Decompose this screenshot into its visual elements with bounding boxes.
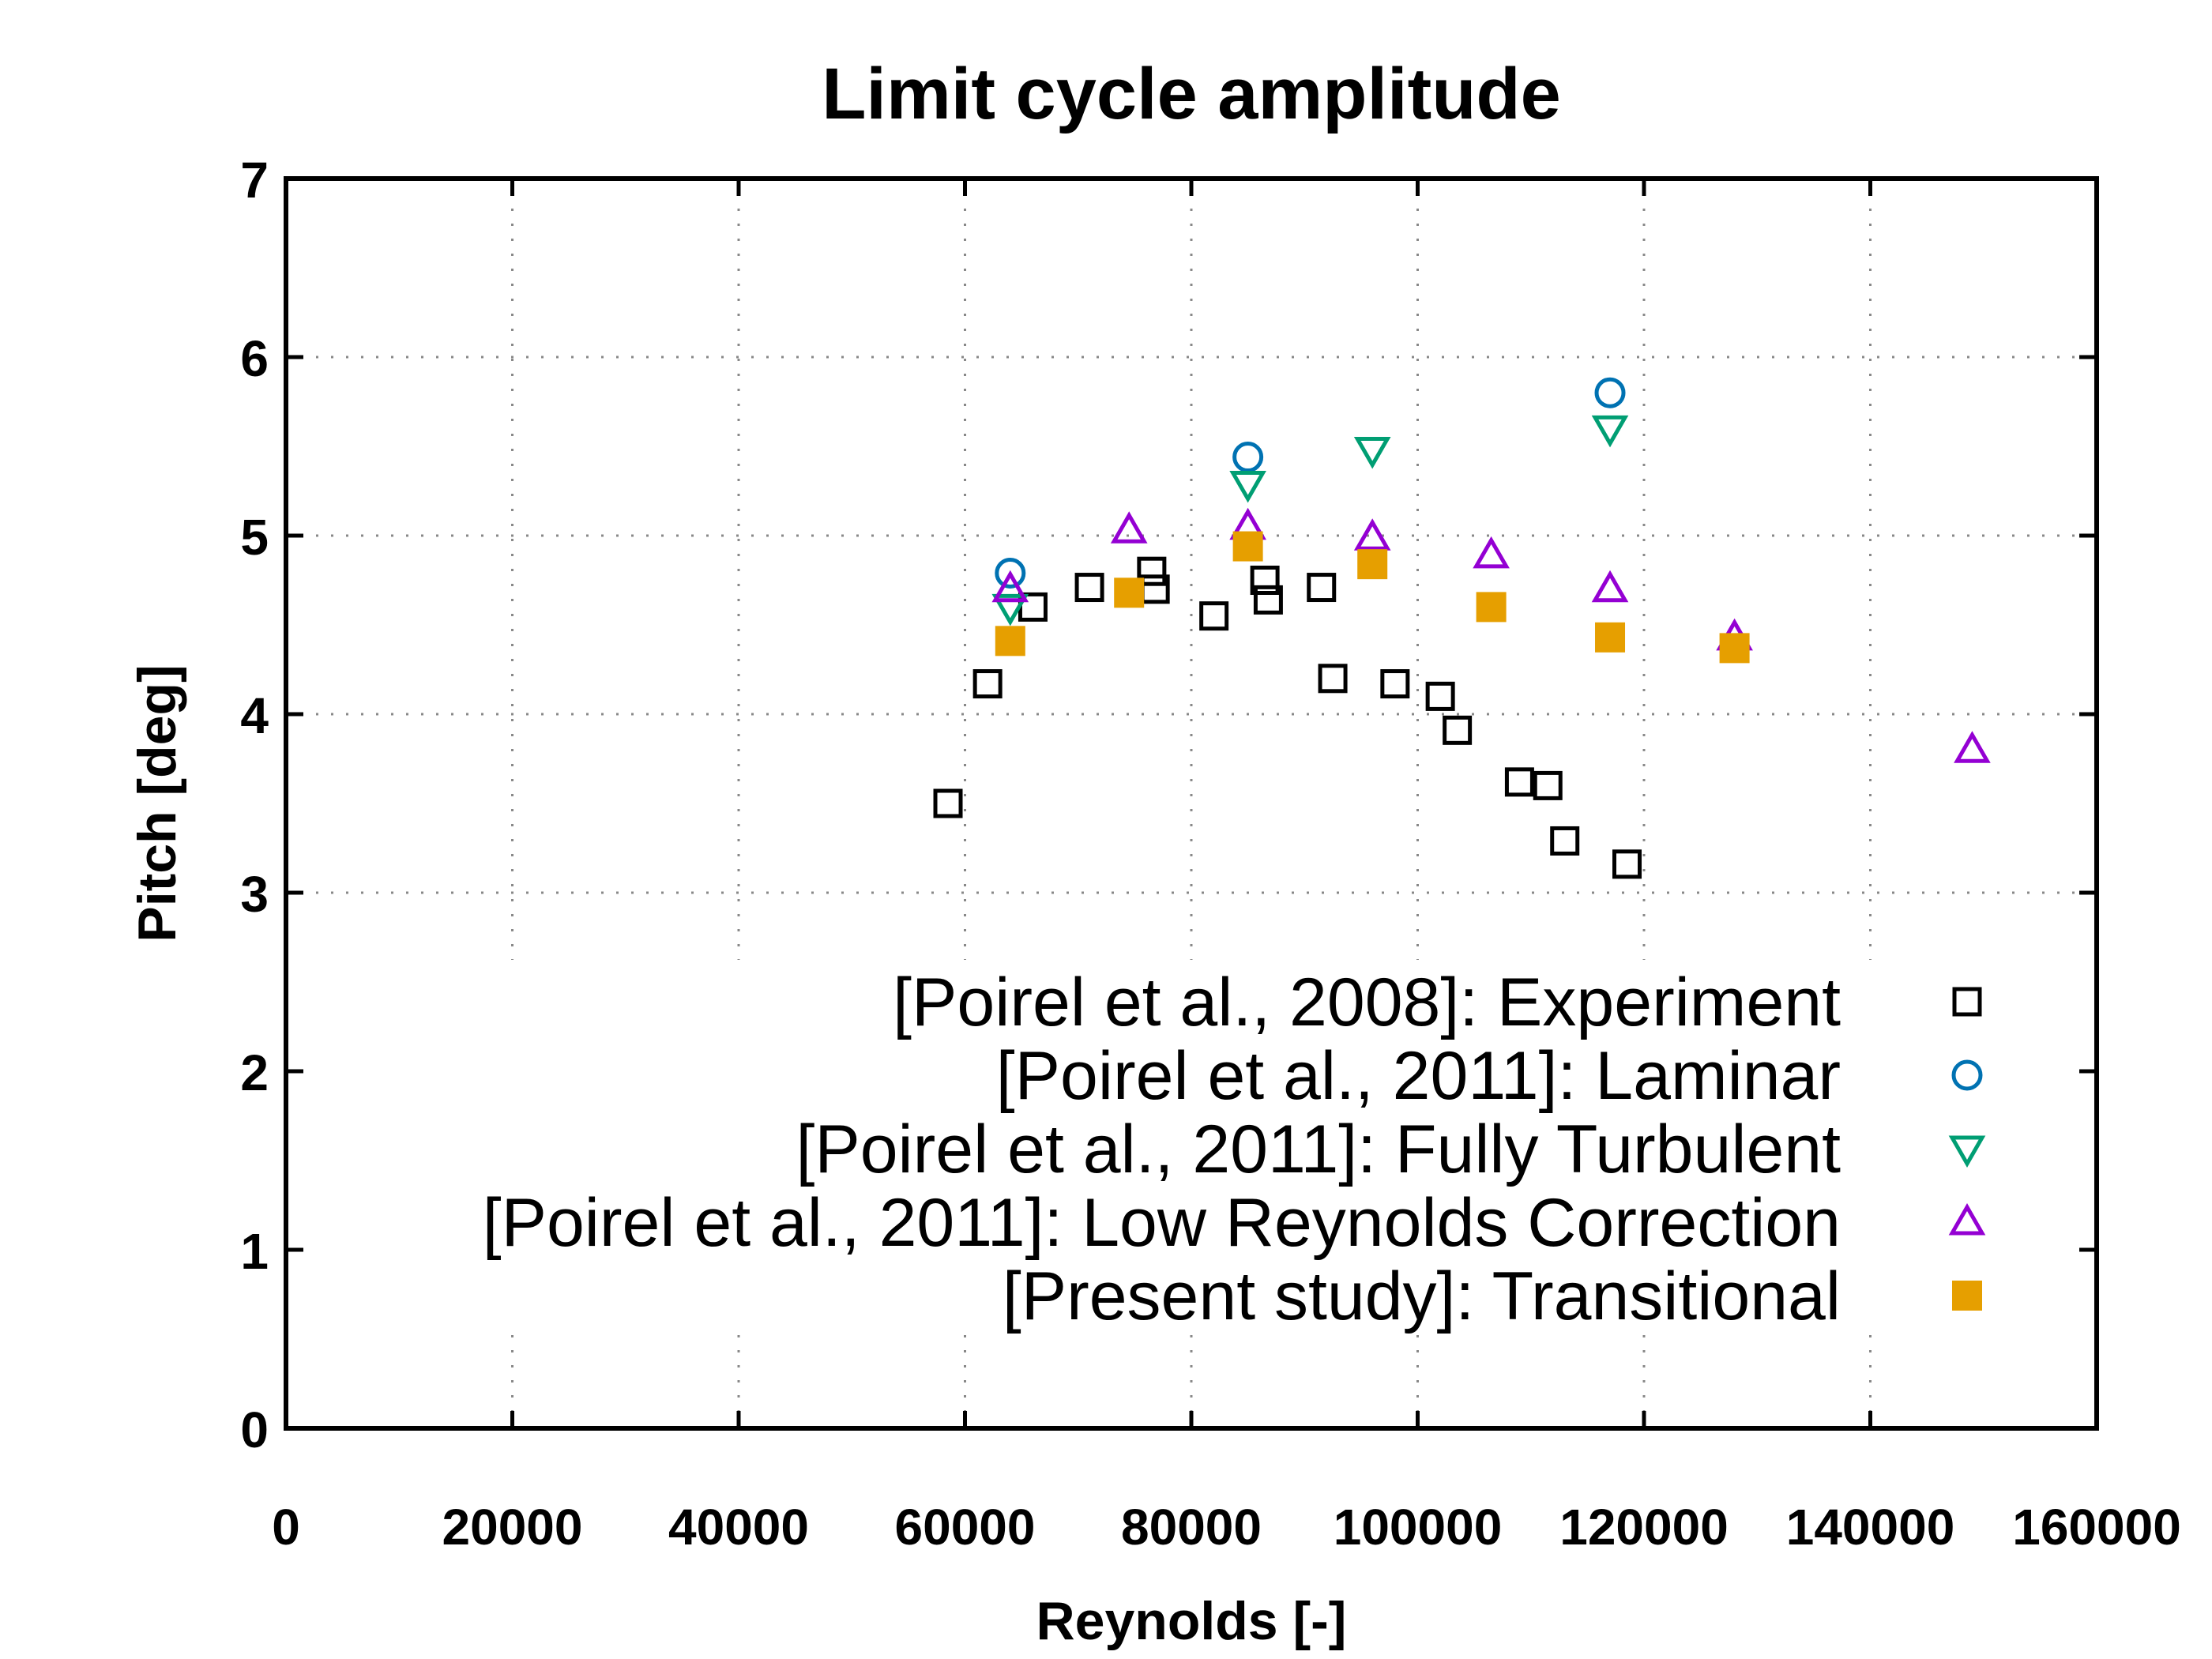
data-point [1504,767,1534,797]
plot-frame [284,176,2099,1431]
data-point [1591,570,1629,603]
series-3 [991,415,1629,626]
y-tick-labels: 0 1 2 3 4 5 6 7 [240,152,269,1458]
x-tick-label: 80000 [1121,1499,1262,1556]
data-point [933,788,963,818]
data-point [995,626,1025,656]
data-point [1719,633,1750,664]
data-point [1137,556,1167,586]
x-tick-label: 120000 [1559,1499,1729,1556]
data-point [1550,826,1580,856]
x-axis-label: Reynolds [-] [1036,1591,1347,1651]
data-point [995,557,1026,589]
grid [286,179,2097,1428]
legend-marker [1948,1135,1986,1168]
x-tick-label: 160000 [2012,1499,2181,1556]
legend-label: [Poirel et al., 2011]: Laminar [996,1038,1841,1114]
data-point [1232,531,1263,562]
legend-marker [1951,1059,1983,1091]
legend-marker [1952,987,1982,1017]
data-point [991,593,1029,626]
data-point [1318,664,1348,694]
data-point [1232,442,1264,473]
x-tick-label: 20000 [442,1499,583,1556]
data-point [991,570,1029,603]
x-tick-label: 0 [272,1499,300,1556]
legend-label: [Poirel et al., 2011]: Low Reynolds Corr… [483,1185,1841,1261]
data-point [1114,577,1145,608]
y-tick-label: 4 [240,687,269,744]
data-point [1473,536,1510,569]
data-point [1110,511,1148,544]
data-point [1353,518,1391,551]
data-point [1443,715,1473,745]
data-point [1954,731,1991,763]
series-5 [995,531,1750,664]
y-tick-label: 1 [240,1223,269,1280]
data-point [1199,601,1229,631]
y-tick-label: 7 [240,152,269,209]
legend-label: [Poirel et al., 2008]: Experiment [893,965,1841,1040]
data-point [972,669,1003,699]
legend-marker [1952,1281,1982,1311]
legend-label: [Present study]: Transitional [1003,1258,1841,1334]
legend-marker [1948,1202,1986,1236]
x-tick-label: 60000 [895,1499,1036,1556]
y-tick-label: 3 [240,866,269,923]
y-tick-label: 6 [240,330,269,387]
series-1 [933,556,1642,879]
y-tick-label: 2 [240,1044,269,1101]
data-point [1250,566,1280,595]
data-point [1253,585,1283,615]
data-point [1357,549,1388,580]
data-point [1307,573,1337,603]
data-point [1229,470,1266,503]
legend-label: [Poirel et al., 2011]: Fully Turbulent [796,1112,1841,1187]
data-point [1591,415,1629,448]
legend: [Poirel et al., 2008]: Experiment[Poirel… [483,965,1986,1334]
data-point [1533,770,1563,800]
x-tick-label: 40000 [668,1499,809,1556]
data-point [1476,592,1507,623]
x-tick-labels: 0 20000 40000 60000 80000 100000 120000 140000 1… [272,1499,2181,1556]
data-point [1594,377,1626,408]
data-point [1074,573,1104,603]
series-4 [991,507,1991,763]
series-2 [995,377,1626,589]
x-tick-label: 100000 [1334,1499,1503,1556]
data-point [1380,669,1410,699]
x-tick-label: 140000 [1786,1499,1955,1556]
y-tick-label: 0 [240,1401,269,1458]
data-point [1353,437,1391,469]
data-point [1425,681,1455,711]
data-point [1612,849,1642,879]
data-points [933,377,1991,879]
y-axis-label: Pitch [deg] [127,664,187,942]
y-tick-label: 5 [240,509,269,566]
chart-title: Limit cycle amplitude [822,54,1561,134]
data-point [1595,622,1626,653]
